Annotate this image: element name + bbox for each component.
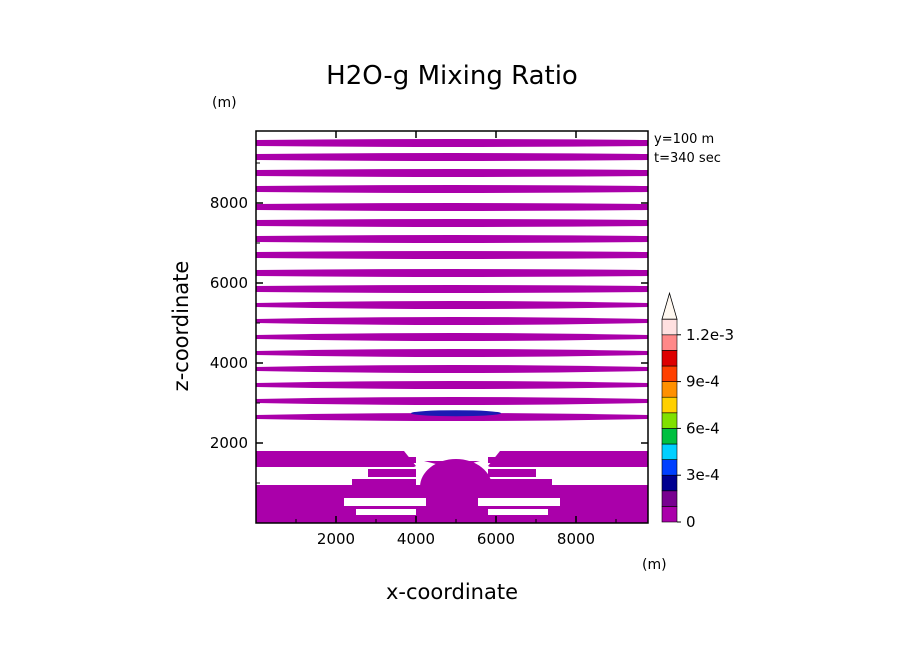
colorbar-segment — [661, 459, 678, 476]
colorbar-segment — [661, 506, 678, 523]
contour-band — [256, 301, 648, 309]
contour-band — [256, 333, 648, 341]
bubble-gap — [488, 509, 548, 515]
contour-band — [256, 185, 648, 193]
bubble-arm — [488, 457, 524, 463]
y-tick-label: 4000 — [210, 354, 248, 372]
contour-fill — [256, 139, 648, 523]
bubble-arm — [488, 469, 536, 477]
bubble-arm — [488, 479, 552, 487]
time-annotation: t=340 sec — [654, 151, 721, 166]
slice-annotation: y=100 m — [654, 132, 714, 147]
colorbar-segment — [661, 412, 678, 429]
low-band-right — [488, 451, 648, 467]
bubble-dome — [420, 459, 492, 515]
colorbar-label: 1.2e-3 — [686, 326, 734, 344]
y-tick-label: 6000 — [210, 274, 248, 292]
axis-ticks: 2000 4000 6000 8000 2000 4000 6000 8000 — [210, 131, 648, 548]
colorbar-segment — [661, 334, 678, 351]
y-tick-label: 8000 — [210, 194, 248, 212]
colorbar-segment — [661, 490, 678, 507]
x-tick-label: 4000 — [397, 530, 435, 548]
colorbar-label: 6e-4 — [686, 419, 720, 437]
contour-band — [256, 139, 648, 147]
colorbar-segment — [661, 396, 678, 414]
bubble-arm — [380, 457, 416, 463]
colorbar-segment — [661, 443, 678, 460]
colorbar-segment — [661, 428, 678, 445]
contour-band — [256, 235, 648, 243]
contour-band — [256, 365, 648, 373]
contour-band — [256, 349, 648, 357]
x-unit-label: (m) — [642, 557, 667, 573]
colorbar-segment — [661, 474, 678, 492]
low-band-left — [256, 451, 416, 467]
y-axis-label: z-coordinate — [169, 261, 193, 392]
colorbar-label: 3e-4 — [686, 466, 720, 484]
contour-band — [256, 153, 648, 161]
x-tick-label: 2000 — [317, 530, 355, 548]
x-tick-label: 6000 — [477, 530, 515, 548]
colorbar-segment — [661, 318, 678, 336]
colorbar-label: 9e-4 — [686, 373, 720, 391]
contour-band — [256, 397, 648, 405]
bubble-gap — [478, 498, 560, 506]
contour-band — [256, 251, 648, 259]
x-tick-label: 8000 — [557, 530, 595, 548]
colorbar-segment — [661, 381, 678, 398]
contour-band — [256, 269, 648, 277]
contour-band — [256, 169, 648, 177]
minimum-contour — [411, 410, 501, 417]
contour-band — [256, 317, 648, 325]
y-unit-label: (m) — [212, 95, 237, 111]
colorbar-segment — [661, 365, 678, 382]
plot-frame — [255, 130, 649, 524]
contour-band — [256, 381, 648, 389]
colorbar-segment — [661, 350, 678, 367]
colorbar-extend-arrow — [661, 291, 678, 320]
contour-band — [256, 285, 648, 293]
x-axis-label: x-coordinate — [386, 580, 518, 604]
contour-band — [256, 203, 648, 211]
chart-title: H2O-g Mixing Ratio — [326, 61, 578, 91]
bubble-arm — [352, 479, 416, 487]
y-tick-label: 2000 — [210, 434, 248, 452]
bubble-gap — [344, 498, 426, 506]
colorbar-label: 0 — [686, 513, 696, 531]
contour-band — [256, 219, 648, 227]
bubble-arm — [368, 469, 416, 477]
contour-band — [256, 413, 648, 421]
colorbar: 0 3e-4 6e-4 9e-4 1.2e-3 — [661, 291, 734, 531]
bubble-gap — [356, 509, 416, 515]
